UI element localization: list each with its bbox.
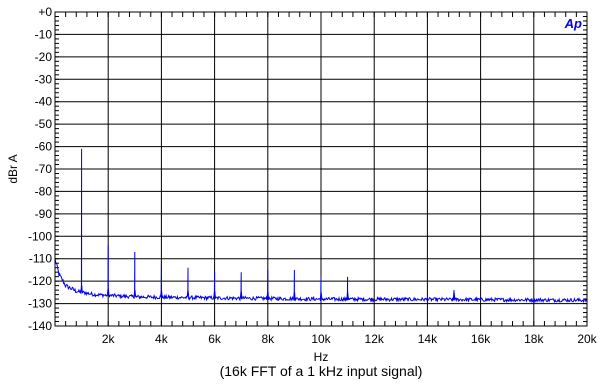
y-tick-label: -130 [28,297,52,311]
y-tick-label: -60 [35,140,53,154]
plot-frame [54,11,588,327]
y-tick-label: -110 [29,252,52,266]
y-tick-label: -20 [35,50,53,64]
x-tick-label: 14k [418,332,438,346]
y-tick-label: -70 [35,162,53,176]
x-tick-label: 10k [311,332,331,346]
svg-text:Ap: Ap [564,16,582,31]
x-tick-label: 6k [208,332,222,346]
y-tick-label: -100 [28,229,52,243]
y-tick-label: +0 [38,5,52,19]
y-tick-labels: +0 -10 -20 -30 -40 -50 -60 -70 -80 -90 -100 -110 -12… [28,5,52,333]
y-tick-label: -10 [35,27,53,41]
x-tick-label: 2k [102,332,116,346]
x-tick-labels: 2k 4k 6k 8k 10k 12k 14k 16k 18k 20k [102,332,598,346]
x-tick-label: 20k [577,332,597,346]
chart-caption: (16k FFT of a 1 kHz input signal) [220,363,423,379]
y-tick-label: -120 [28,274,52,288]
y-tick-label: -40 [35,95,53,109]
x-tick-label: 12k [365,332,385,346]
x-tick-label: 18k [524,332,544,346]
y-tick-label: -30 [35,72,53,86]
spectrum-line [54,148,588,304]
x-tick-label: 16k [471,332,491,346]
x-tick-label: 4k [155,332,169,346]
grid-lines [55,12,587,326]
y-axis-title: dBr A [6,154,20,183]
x-axis-title: Hz [314,350,329,364]
y-tick-label: -140 [28,319,52,333]
y-tick-label: -50 [35,117,53,131]
y-tick-label: -80 [35,184,53,198]
minor-ticks [54,11,588,327]
ap-logo: Ap [564,16,582,31]
x-tick-label: 8k [261,332,275,346]
y-tick-label: -90 [35,207,53,221]
